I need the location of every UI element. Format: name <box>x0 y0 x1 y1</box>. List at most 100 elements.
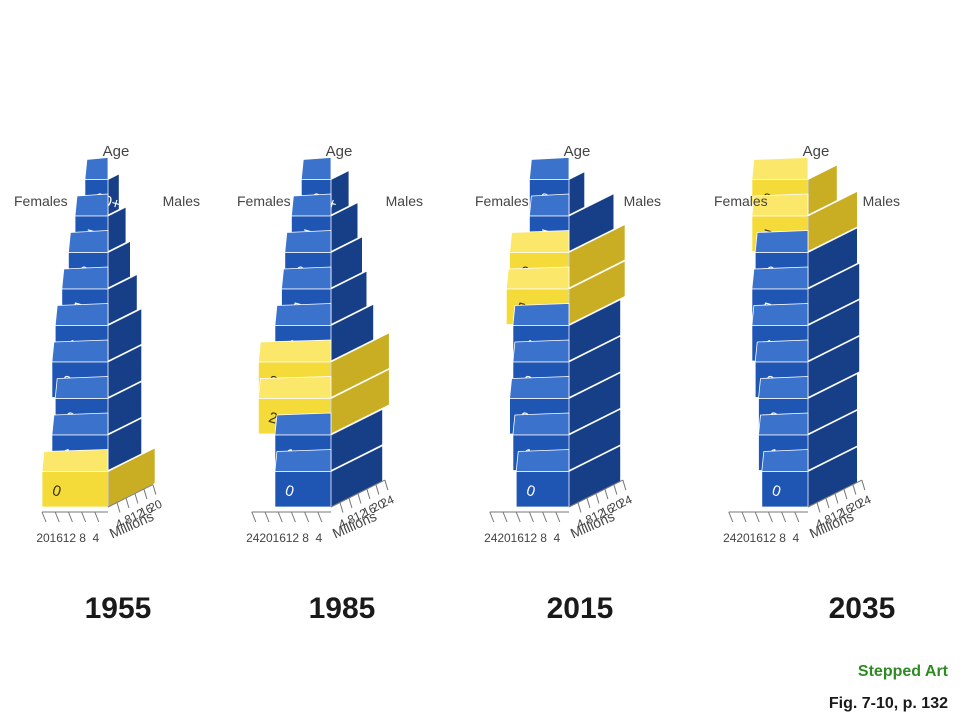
population-pyramids: 80+706050403020100AgeFemalesMales2016128… <box>14 143 900 545</box>
box-top-face <box>512 303 570 326</box>
box-top-face <box>51 412 109 436</box>
tick-label-female: 4 <box>315 531 322 545</box>
male-bar <box>568 171 586 216</box>
box-top-face <box>41 449 109 472</box>
box-top-face <box>300 157 332 180</box>
tick-mark <box>143 488 148 500</box>
tick-label-female: 8 <box>540 531 547 545</box>
tick-mark <box>489 511 495 523</box>
tick-mark <box>81 511 87 523</box>
tick-mark <box>861 479 866 491</box>
tick-label-female: 12 <box>763 531 777 545</box>
box-top-face <box>54 376 109 399</box>
females-label: Females <box>14 193 68 209</box>
box-top-face <box>512 412 570 436</box>
tick-label-male: 16 <box>137 501 155 519</box>
males-label: Males <box>386 193 423 209</box>
box-top-face <box>758 412 809 436</box>
tick-label-male: 24 <box>616 492 634 510</box>
box-top-face <box>51 339 109 363</box>
tick-label-female: 20 <box>36 531 50 545</box>
female-bar <box>761 471 809 508</box>
tick-mark <box>290 511 296 523</box>
tick-mark <box>622 479 627 491</box>
tick-mark <box>781 511 787 523</box>
age-axis-label: Age <box>564 143 591 160</box>
pyramid-row-0: 0 <box>274 445 384 508</box>
tick-mark <box>515 511 521 523</box>
pyramid-row-0: 0 <box>761 446 858 508</box>
tick-mark <box>794 511 800 523</box>
tick-mark <box>816 502 821 513</box>
tick-mark <box>613 484 618 495</box>
pyramid-1955: 80+706050403020100AgeFemalesMales2016128… <box>14 143 200 545</box>
tick-label-male: 12 <box>589 506 607 524</box>
tick-mark <box>152 484 157 495</box>
box-top-face <box>754 230 809 253</box>
box-top-face <box>529 157 570 180</box>
tick-label-male: 16 <box>598 501 616 519</box>
tick-label-female: 4 <box>92 531 99 545</box>
tick-label-female: 24 <box>484 531 498 545</box>
tick-mark <box>304 511 310 523</box>
tick-label-female: 4 <box>553 531 560 545</box>
box-top-face <box>751 303 809 326</box>
tick-label-female: 8 <box>79 531 86 545</box>
year-label-1955: 1955 <box>84 592 152 625</box>
tick-mark <box>754 511 760 523</box>
tick-mark <box>843 488 848 500</box>
tick-mark <box>767 511 773 523</box>
box-top-face <box>274 303 332 326</box>
tick-label-female: 12 <box>63 531 77 545</box>
tick-mark <box>375 484 380 495</box>
box-top-face <box>290 193 332 217</box>
tick-mark <box>555 511 561 523</box>
tick-mark <box>577 502 582 513</box>
box-top-face <box>509 230 570 253</box>
males-label: Males <box>163 193 200 209</box>
tick-label-female: 8 <box>779 531 786 545</box>
males-label: Males <box>863 193 900 209</box>
tick-label-female: 16 <box>511 531 525 545</box>
tick-label-male: 24 <box>378 492 396 510</box>
pyramid-2015: 80+706050403020100AgeFemalesMales2420161… <box>475 143 661 545</box>
tick-label-male: 20 <box>846 497 864 515</box>
box-top-face <box>284 230 332 253</box>
tick-mark <box>852 484 857 495</box>
tick-mark <box>317 511 323 523</box>
tick-label-female: 20 <box>497 531 511 545</box>
males-label: Males <box>624 193 661 209</box>
tick-label-female: 8 <box>302 531 309 545</box>
tick-mark <box>251 511 257 523</box>
box-top-face <box>758 376 809 399</box>
age-axis-label: Age <box>103 143 130 160</box>
box-top-face <box>529 193 570 217</box>
tick-label-male: 12 <box>128 506 146 524</box>
tick-mark <box>116 502 121 513</box>
tick-mark <box>67 511 73 523</box>
tick-label-male: 20 <box>607 497 625 515</box>
tick-mark <box>357 493 362 504</box>
tick-label-female: 12 <box>286 531 300 545</box>
tick-mark <box>834 493 839 504</box>
male-axis-line <box>107 484 154 508</box>
tick-mark <box>264 511 270 523</box>
tick-mark <box>125 497 130 509</box>
tick-mark <box>825 497 830 509</box>
box-top-face <box>74 193 109 217</box>
tick-mark <box>348 497 353 509</box>
tick-label-male: 20 <box>369 497 387 515</box>
box-top-face <box>761 449 809 472</box>
box-top-face <box>257 339 332 363</box>
box-top-face <box>751 157 809 180</box>
pyramid-1985: 80+706050403020100AgeFemalesMales2420161… <box>237 143 423 545</box>
tick-mark <box>339 502 344 513</box>
box-top-face <box>274 412 332 436</box>
year-label-2015: 2015 <box>546 592 614 625</box>
age-axis-label: Age <box>803 143 830 160</box>
tick-label-female: 24 <box>723 531 737 545</box>
tick-label-male: 12 <box>351 506 369 524</box>
tick-label-male: 12 <box>828 506 846 524</box>
females-label: Females <box>714 193 768 209</box>
tick-mark <box>542 511 548 523</box>
